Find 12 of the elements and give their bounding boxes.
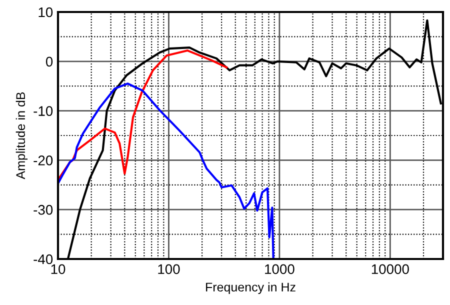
x-axis-title: Frequency in Hz (206, 282, 296, 294)
x-tick-label: 1000 (265, 264, 294, 274)
y-tick-label: 10 (38, 7, 53, 18)
y-tick-label: -40 (34, 254, 53, 264)
y-tick-label: -20 (34, 156, 53, 166)
x-tick-label: 100 (158, 264, 180, 274)
y-tick-label: -10 (34, 106, 53, 116)
y-axis-title: Amplitude in dB (16, 92, 28, 180)
x-tick-label: 10 (51, 264, 66, 274)
y-tick-label: 0 (46, 56, 53, 67)
x-tick-label: 10000 (372, 264, 409, 274)
y-tick-label: -30 (34, 204, 53, 215)
